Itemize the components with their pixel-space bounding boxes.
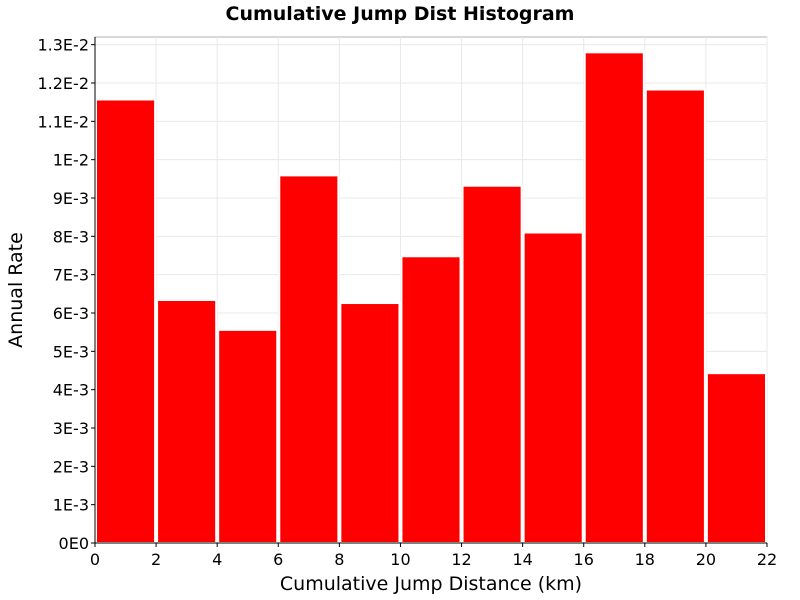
y-tick-label: 1.3E-2 [37, 36, 89, 55]
x-tick-label: 20 [696, 550, 716, 569]
y-tick-label: 2E-3 [53, 457, 89, 476]
x-tick-label: 16 [574, 550, 594, 569]
y-tick-label: 6E-3 [53, 304, 89, 323]
y-tick-label: 1E-2 [53, 151, 89, 170]
x-tick-label: 6 [273, 550, 283, 569]
y-tick-label: 1.1E-2 [37, 112, 89, 131]
y-tick-label: 1E-3 [53, 496, 89, 515]
x-tick-label: 12 [451, 550, 471, 569]
histogram-bar [705, 372, 768, 544]
y-axis-ticks: 0E0 1E-3 2E-3 3E-3 4E-3 5E-3 6E-3 7E-3 8E-3 9E-3 1… [37, 36, 95, 553]
chart-title: Cumulative Jump Dist Histogram [226, 3, 575, 25]
x-tick-label: 8 [334, 550, 344, 569]
bars-group [95, 51, 768, 545]
x-axis-label: Cumulative Jump Distance (km) [280, 573, 582, 595]
y-tick-label: 1.2E-2 [37, 74, 89, 93]
x-tick-label: 4 [212, 550, 222, 569]
histogram-bar [217, 328, 279, 544]
x-tick-label: 2 [151, 550, 161, 569]
histogram-bar [339, 302, 401, 544]
histogram-bar [278, 174, 340, 544]
x-axis-ticks: 0 2 4 6 8 10 12 14 16 18 20 22 [90, 543, 777, 569]
x-tick-label: 10 [390, 550, 410, 569]
y-tick-label: 5E-3 [53, 342, 89, 361]
y-tick-label: 3E-3 [53, 419, 89, 438]
x-tick-label: 0 [90, 550, 100, 569]
y-tick-label: 9E-3 [53, 189, 89, 208]
histogram-bar [522, 231, 584, 544]
histogram-bar [644, 88, 706, 545]
y-tick-label: 8E-3 [53, 227, 89, 246]
x-tick-label: 14 [512, 550, 532, 569]
x-tick-label: 18 [635, 550, 655, 569]
histogram-bar [156, 298, 218, 545]
x-tick-label: 22 [757, 550, 777, 569]
histogram-bar [583, 51, 645, 544]
y-axis-label: Annual Rate [5, 232, 27, 348]
histogram-bar [400, 255, 462, 544]
y-tick-label: 7E-3 [53, 266, 89, 285]
y-tick-label: 0E0 [59, 534, 89, 553]
histogram-bar [461, 184, 523, 544]
y-tick-label: 4E-3 [53, 381, 89, 400]
histogram-bar [95, 98, 157, 544]
